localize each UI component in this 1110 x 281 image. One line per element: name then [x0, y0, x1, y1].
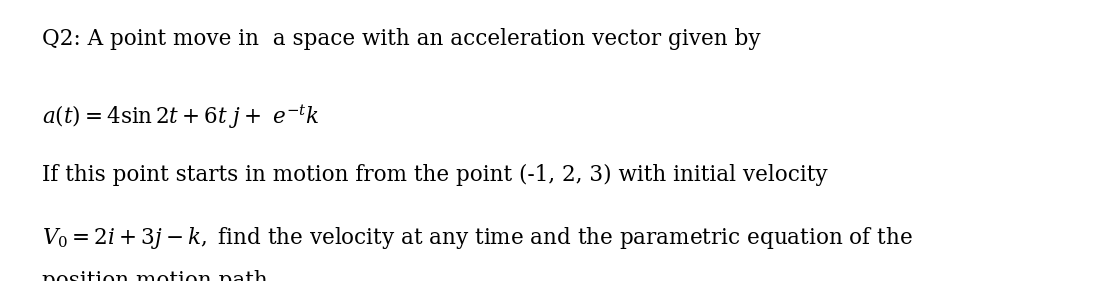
Text: Q2: A point move in  a space with an acceleration vector given by: Q2: A point move in a space with an acce… [42, 28, 760, 50]
Text: position motion path: position motion path [42, 270, 268, 281]
Text: $V_0 = 2i + 3j - k,$ find the velocity at any time and the parametric equation o: $V_0 = 2i + 3j - k,$ find the velocity a… [42, 225, 912, 251]
Text: If this point starts in motion from the point (-1, 2, 3) with initial velocity: If this point starts in motion from the … [42, 164, 828, 187]
Text: $a(t) = 4 \sin 2t + 6t\ j +\ e^{-t}k$: $a(t) = 4 \sin 2t + 6t\ j +\ e^{-t}k$ [42, 103, 320, 131]
